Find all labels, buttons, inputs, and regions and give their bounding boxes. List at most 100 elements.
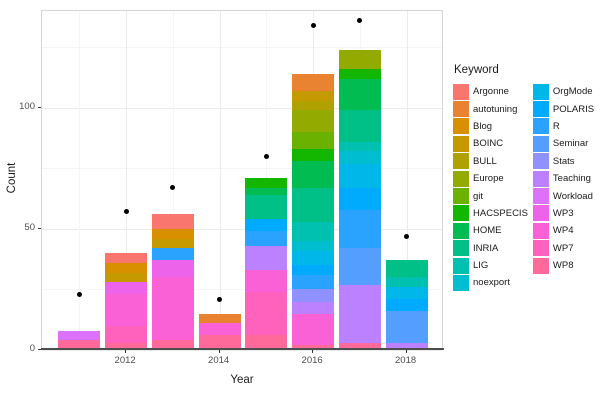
legend-swatch-workload (532, 188, 549, 205)
x-tick-mark (125, 350, 127, 353)
legend-label: Workload (552, 190, 593, 202)
bar-segment-wp8 (151, 340, 194, 350)
x-tick-mark (405, 350, 407, 353)
legend-item-lig: LIG (453, 257, 528, 274)
y-axis-title: Count (6, 162, 18, 194)
legend-title: Keyword (454, 64, 499, 76)
bar-segment-noexport (292, 241, 335, 251)
bar-segment-teaching (385, 342, 428, 350)
y-tick-label: 100 (19, 100, 35, 112)
legend-label: HOME (473, 225, 502, 237)
bar-segment-wp8 (245, 335, 288, 350)
legend-label: autotuning (473, 103, 518, 115)
legend-item-noexport: noexport (453, 274, 528, 291)
legend-swatch-bull (453, 153, 469, 170)
bar-segment-stats (292, 289, 335, 302)
x-gridline-major (219, 11, 221, 348)
x-tick-label: 2014 (208, 355, 230, 366)
legend-label: noexport (473, 277, 510, 289)
y-gridline-major (42, 107, 442, 109)
bar-segment-teaching (245, 245, 288, 271)
legend-label: WP8 (552, 260, 574, 272)
bar-segment-blog (105, 262, 148, 273)
legend-label: BULL (473, 155, 497, 167)
legend-label: Stats (552, 155, 575, 167)
bar-segment-home (245, 187, 288, 195)
legend-columns: Argonne autotuning Blog BOINC BULL Europe git H… (453, 83, 599, 292)
legend-swatch-inria (453, 240, 469, 257)
legend-item-git: git (453, 187, 528, 205)
legend-label: LIG (473, 260, 489, 272)
legend-item-r: R (532, 118, 594, 135)
legend-swatch-stats (532, 153, 549, 170)
bar-segment-wp3 (151, 260, 194, 278)
data-point (170, 185, 176, 191)
legend-item-hacspecis: HACSPECIS (453, 205, 528, 222)
bar-segment-autotuning (292, 73, 335, 91)
legend-item-europe: Europe (453, 170, 528, 187)
bar-segment-teaching (338, 284, 381, 343)
legend-item-wp8: WP8 (532, 257, 594, 274)
bar-segment-home (338, 78, 381, 111)
legend-label: Argonne (473, 86, 509, 98)
data-point (310, 23, 316, 29)
bar-segment-argonne (105, 253, 148, 263)
legend-label: BOINC (473, 138, 504, 150)
legend-swatch-argonne (453, 83, 469, 100)
data-point (404, 233, 410, 239)
legend-swatch-git (453, 188, 469, 205)
y-tick-label: 0 (29, 343, 35, 354)
bar-segment-inria (385, 260, 428, 278)
bar-segment-r (245, 231, 288, 246)
bar-segment-hacspecis (292, 149, 335, 162)
bar-segment-wp3 (105, 282, 148, 295)
bar-segment-r (292, 274, 335, 290)
bar-segment-europe (292, 110, 335, 133)
bar-segment-wp8 (292, 345, 335, 350)
bar-segment-europe (338, 49, 381, 70)
legend-item-blog: Blog (453, 118, 528, 135)
bar-segment-r (151, 248, 194, 261)
legend-swatch-r (532, 118, 549, 135)
bar-segment-orgmode (292, 250, 335, 266)
legend-item-wp4: WP4 (532, 222, 594, 239)
legend-item-bull: BULL (453, 153, 528, 170)
bar-segment-inria (338, 110, 381, 142)
bar-segment-wp8 (105, 342, 148, 350)
bar-segment-seminar (338, 248, 381, 285)
bar-segment-inria (245, 195, 288, 220)
legend-swatch-orgmode (532, 83, 549, 100)
x-gridline-major (126, 11, 128, 348)
y-tick-label: 50 (24, 221, 35, 233)
bar-segment-boinc (292, 90, 335, 101)
legend-label: WP3 (552, 207, 574, 219)
data-point (263, 153, 269, 159)
x-tick-mark (312, 350, 314, 353)
legend-swatch-wp7 (532, 240, 549, 257)
bar-segment-inria (292, 187, 335, 222)
legend-item-home: HOME (453, 222, 528, 239)
legend-item-wp7: WP7 (532, 240, 594, 257)
x-tick-label: 2012 (114, 355, 136, 366)
x-axis-title: Year (230, 374, 254, 386)
legend-item-autotuning: autotuning (453, 100, 528, 118)
bar-segment-wp4 (292, 313, 335, 346)
legend-swatch-wp8 (532, 257, 549, 274)
bar-segment-blog (151, 228, 194, 239)
legend-item-argonne: Argonne (453, 83, 528, 100)
bar-segment-boinc (105, 272, 148, 283)
y-gridline-minor (42, 47, 442, 49)
x-axis-line (41, 348, 444, 350)
legend-label: Blog (473, 120, 493, 132)
legend-item-teaching: Teaching (532, 170, 594, 187)
data-point (357, 18, 363, 24)
legend-item-inria: INRIA (453, 240, 528, 257)
bar-segment-polaris (338, 187, 381, 210)
legend-label: INRIA (473, 242, 499, 254)
legend-column: OrgMode POLARIS R Seminar Stats Teaching Workl… (532, 83, 594, 292)
data-point (123, 209, 129, 215)
legend-column: Argonne autotuning Blog BOINC BULL Europe git H… (453, 83, 528, 292)
legend-swatch-teaching (532, 170, 549, 187)
legend-label: Teaching (552, 173, 591, 185)
